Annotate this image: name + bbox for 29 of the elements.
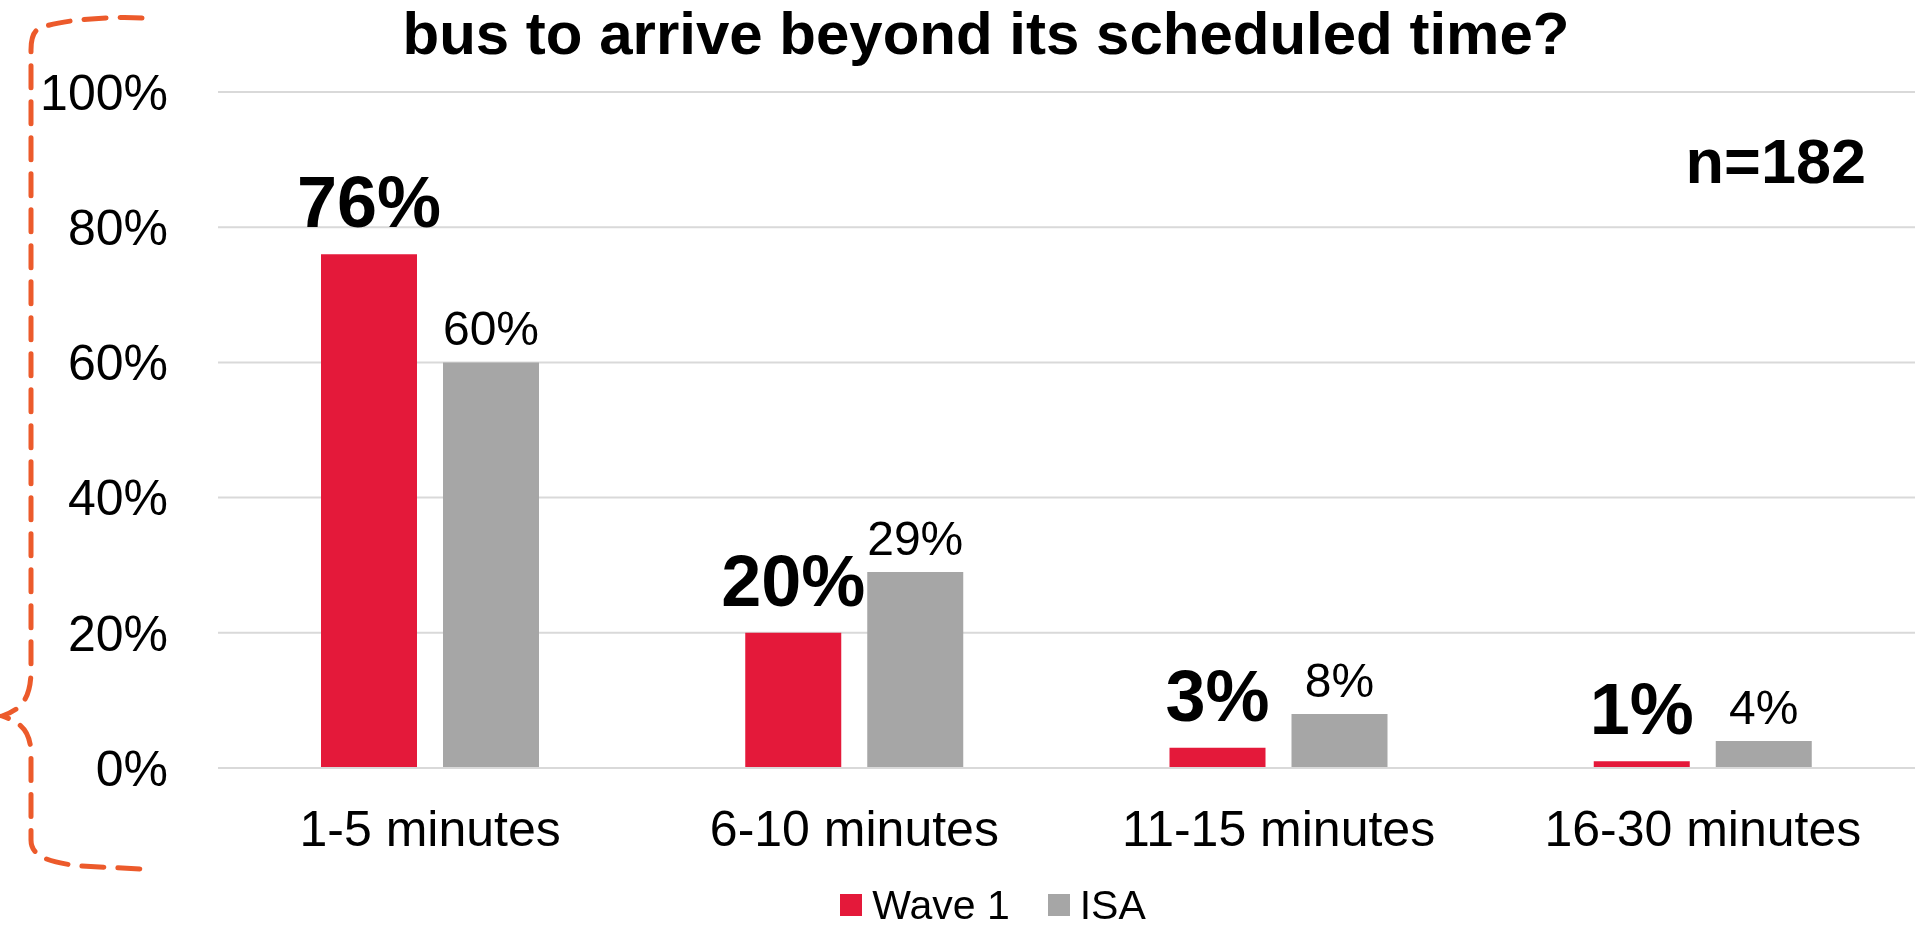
bar [867,571,964,768]
bar [1169,747,1266,768]
legend-label: ISA [1079,882,1146,926]
annotation: n=182 [1685,126,1866,196]
data-label: 60% [442,302,540,356]
data-label: 4% [1729,680,1799,734]
bar [745,632,842,768]
x-tick-label: 1-5 minutes [299,800,561,857]
x-tick-label: 11-15 minutes [1122,800,1436,857]
x-tick-label: 6-10 minutes [709,800,999,857]
y-tick-label: 0% [95,740,168,797]
data-label: 8% [1304,653,1375,707]
y-tick-label: 60% [67,335,168,392]
bar [1715,740,1812,768]
data-label: 1% [1589,669,1694,750]
data-label: 20% [721,540,866,621]
bar [321,254,417,768]
bar [1291,713,1388,768]
data-label: 29% [867,511,964,565]
bar [443,362,539,768]
y-tick-label: 20% [67,605,168,662]
data-label: 76% [296,162,442,243]
chart-title: bus to arrive beyond its scheduled time? [401,0,1571,68]
legend-label: Wave 1 [872,882,1010,926]
data-label: 3% [1165,655,1270,736]
x-tick-label: 16-30 minutes [1544,800,1862,857]
y-tick-label: 80% [67,199,168,256]
y-tick-label: 40% [67,470,168,527]
y-tick-label: 100% [40,64,168,121]
